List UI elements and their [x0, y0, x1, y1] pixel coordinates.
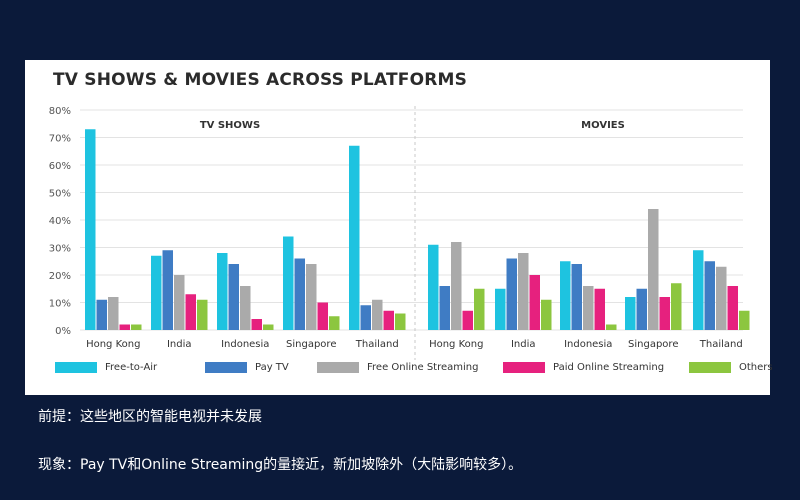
- bar-free-online-streaming: [174, 275, 185, 330]
- y-tick-label: 10%: [49, 299, 71, 310]
- bar-others: [197, 299, 208, 330]
- x-category-label: Indonesia: [221, 339, 269, 350]
- bar-free-online-streaming: [240, 286, 251, 330]
- chart-plot: 0% 10% 20% 30% 40% 50% 60% 70% 80% TV SHOWS Hong K…: [49, 106, 750, 360]
- x-category-label: Singapore: [628, 339, 678, 350]
- legend-swatch-others: [689, 362, 731, 373]
- bar-paid-online-streaming: [659, 297, 670, 330]
- bar-paid-online-streaming: [594, 288, 605, 330]
- legend-label-paid-online-streaming: Paid Online Streaming: [553, 362, 665, 373]
- bar-others: [474, 288, 485, 330]
- chart-legend: Free-to-Air Pay TV Free Online Streaming…: [55, 362, 773, 382]
- y-tick-label: 30%: [49, 244, 71, 255]
- bar-pay-tv: [571, 264, 582, 330]
- y-tick-label: 20%: [49, 271, 71, 282]
- panel-label: MOVIES: [581, 120, 625, 131]
- legend-swatch-pay-tv: [205, 362, 247, 373]
- bar-pay-tv: [96, 299, 107, 330]
- x-category-label: Hong Kong: [429, 339, 483, 350]
- bar-free-online-streaming: [372, 299, 383, 330]
- y-tick-label: 40%: [49, 216, 71, 227]
- bar-pay-tv: [439, 286, 450, 330]
- bar-free-online-streaming: [648, 209, 659, 330]
- bar-free-online-streaming: [583, 286, 594, 330]
- legend-swatch-free-to-air: [55, 362, 97, 373]
- phenomenon-note: 现象：Pay TV和Online Streaming的量接近，新加坡除外（大陆影…: [38, 457, 523, 473]
- bar-paid-online-streaming: [727, 286, 738, 330]
- bar-paid-online-streaming: [185, 294, 196, 330]
- bar-free-to-air: [428, 244, 439, 330]
- legend-item-others: Others: [689, 362, 773, 373]
- legend-item-free-to-air: Free-to-Air: [55, 362, 157, 373]
- bar-pay-tv: [228, 264, 239, 330]
- bar-free-online-streaming: [451, 242, 462, 330]
- bar-free-online-streaming: [108, 297, 119, 330]
- y-tick-label: 50%: [49, 189, 71, 200]
- x-category-label: Singapore: [286, 339, 336, 350]
- chart-card: TV SHOWS & MOVIES ACROSS PLATFORMS 0% 10%…: [25, 60, 773, 395]
- bar-others: [739, 310, 750, 330]
- bar-free-online-streaming: [716, 266, 727, 330]
- y-tick-label: 80%: [49, 106, 71, 117]
- bar-free-to-air: [349, 145, 360, 330]
- premise-note: 前提：这些地区的智能电视并未发展: [38, 409, 262, 425]
- bar-pay-tv: [360, 305, 371, 330]
- legend-label-others: Others: [739, 362, 773, 373]
- bar-free-online-streaming: [306, 264, 317, 330]
- legend-swatch-paid-online-streaming: [503, 362, 545, 373]
- bar-pay-tv: [704, 261, 715, 330]
- bar-paid-online-streaming: [383, 310, 394, 330]
- y-tick-label: 70%: [49, 134, 71, 145]
- y-tick-label: 0%: [55, 326, 71, 337]
- x-category-label: India: [511, 339, 536, 350]
- bar-free-to-air: [625, 297, 636, 330]
- x-category-label: India: [167, 339, 192, 350]
- legend-label-pay-tv: Pay TV: [255, 362, 289, 373]
- bar-paid-online-streaming: [251, 319, 262, 330]
- x-category-label: Thailand: [699, 339, 743, 350]
- y-tick-label: 60%: [49, 161, 71, 172]
- bar-others: [606, 324, 617, 330]
- bar-paid-online-streaming: [462, 310, 473, 330]
- bar-others: [131, 324, 142, 330]
- bar-free-to-air: [693, 250, 704, 330]
- legend-label-free-to-air: Free-to-Air: [105, 362, 158, 373]
- legend-item-free-online-streaming: Free Online Streaming: [317, 362, 478, 373]
- x-category-label: Thailand: [355, 339, 399, 350]
- bar-others: [671, 283, 682, 330]
- bar-free-to-air: [151, 255, 162, 330]
- x-category-label: Hong Kong: [86, 339, 140, 350]
- bar-pay-tv: [506, 258, 517, 330]
- x-category-label: Indonesia: [564, 339, 612, 350]
- bar-others: [329, 316, 340, 330]
- bar-others: [263, 324, 274, 330]
- bar-pay-tv: [294, 258, 305, 330]
- bar-free-to-air: [283, 236, 294, 330]
- panel-label: TV SHOWS: [200, 120, 260, 131]
- bar-free-to-air: [560, 261, 571, 330]
- legend-label-free-online-streaming: Free Online Streaming: [367, 362, 479, 373]
- bar-free-to-air: [85, 129, 96, 330]
- bar-others: [395, 313, 406, 330]
- bar-paid-online-streaming: [529, 275, 540, 330]
- bar-others: [541, 299, 552, 330]
- bar-free-to-air: [217, 253, 228, 330]
- bar-free-to-air: [495, 288, 506, 330]
- bar-paid-online-streaming: [119, 324, 130, 330]
- bar-paid-online-streaming: [317, 302, 328, 330]
- chart-title: TV SHOWS & MOVIES ACROSS PLATFORMS: [53, 70, 468, 90]
- bar-pay-tv: [162, 250, 173, 330]
- legend-swatch-free-online-streaming: [317, 362, 359, 373]
- legend-item-paid-online-streaming: Paid Online Streaming: [503, 362, 664, 373]
- bar-free-online-streaming: [518, 253, 529, 330]
- bar-pay-tv: [636, 288, 647, 330]
- legend-item-pay-tv: Pay TV: [205, 362, 289, 373]
